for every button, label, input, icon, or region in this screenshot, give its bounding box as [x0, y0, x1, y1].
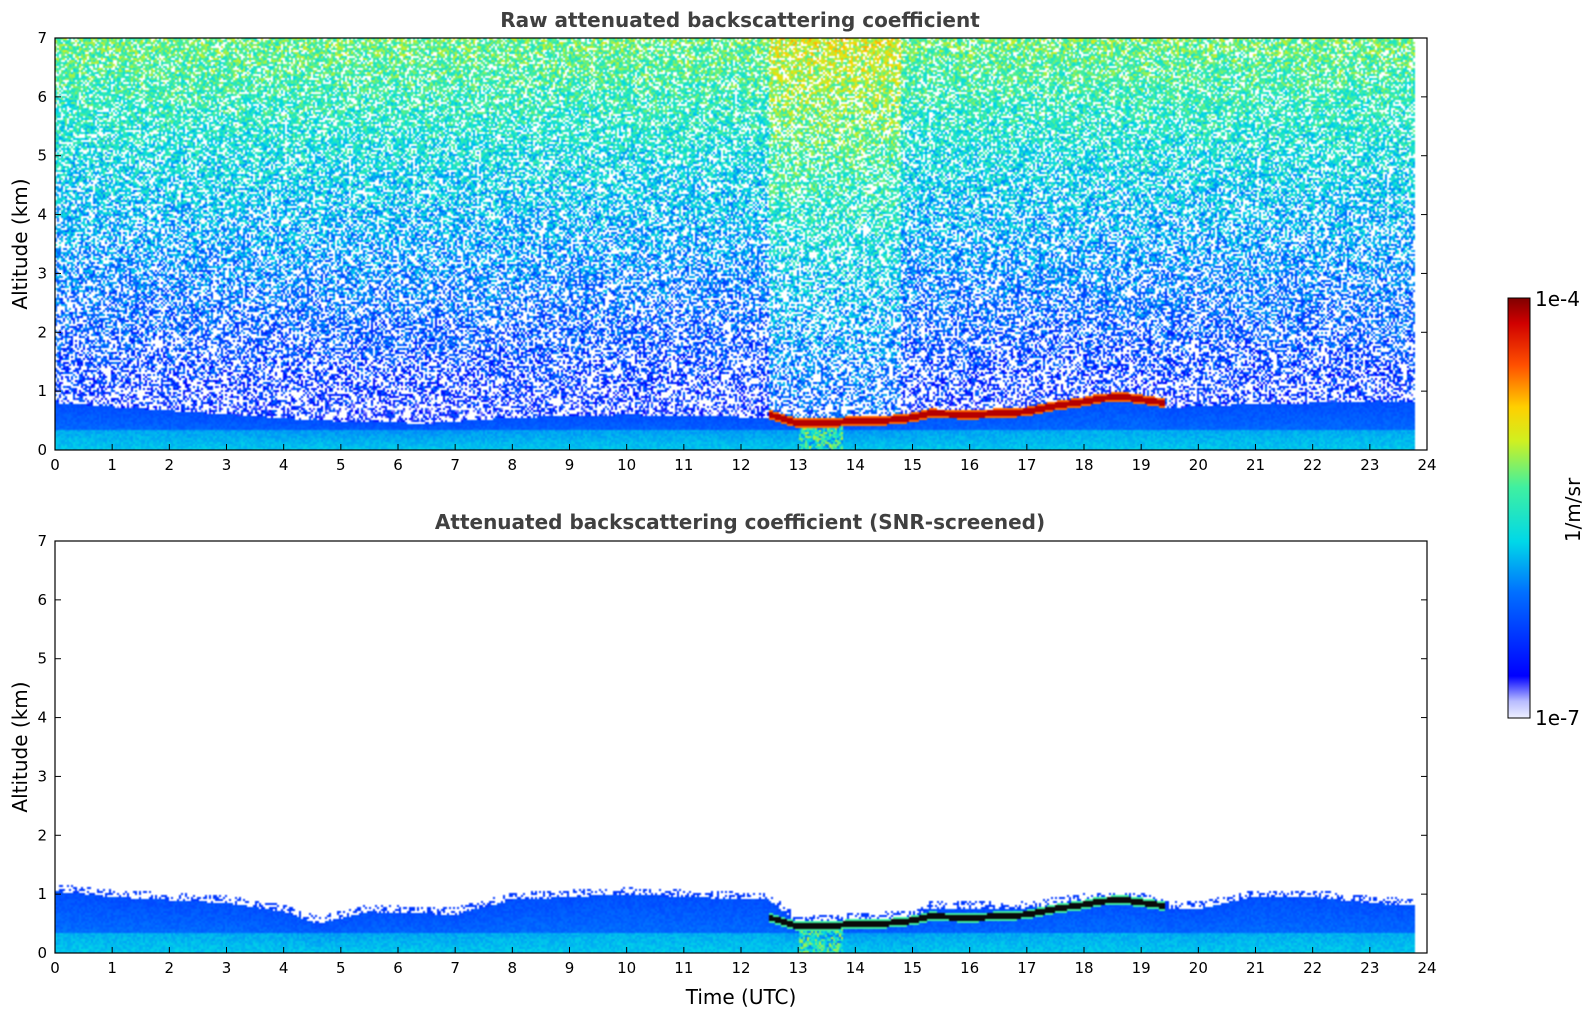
y-tick-label: 7: [37, 532, 47, 550]
panel-screened-axes: 0 1 2 3 4 5 6 7 8 9 10 11 12 13 14 15 16 17 18 19 20 21 22 23 24…: [37, 532, 1436, 977]
x-tick-label: 9: [565, 456, 575, 474]
x-tick-label: 0: [50, 456, 60, 474]
x-tick-label: 19: [1132, 456, 1151, 474]
x-tick-label: 7: [450, 959, 460, 977]
panel-screened-title: Attenuated backscattering coefficient (S…: [435, 510, 1045, 534]
colorbar-max-label: 1e-4: [1535, 287, 1580, 311]
y-tick-label: 0: [37, 441, 47, 459]
y-tick-label: 6: [37, 591, 47, 609]
x-tick-label: 23: [1360, 959, 1379, 977]
x-tick-label: 2: [165, 959, 175, 977]
panel-raw-axes: 0 1 2 3 4 5 6 7 8 9 10 11 12 13 14 15 16 17 18 19 20 21 22 23 24…: [37, 29, 1436, 474]
panel-screened: Attenuated backscattering coefficient (S…: [8, 510, 1437, 1009]
y-tick-label: 2: [37, 323, 47, 341]
x-tick-label: 15: [903, 959, 922, 977]
x-tick-label: 8: [508, 456, 518, 474]
x-tick-label: 11: [674, 959, 693, 977]
panel-screened-heatmap: [55, 541, 1427, 953]
y-tick-label: 1: [37, 382, 47, 400]
y-tick-label: 5: [37, 147, 47, 165]
colorbar: 1e-4 1e-7 1/m/sr: [1507, 287, 1585, 730]
panel-screened-xlabel: Time (UTC): [685, 985, 797, 1009]
x-tick-label: 1: [107, 959, 117, 977]
colorbar-gradient: [1507, 297, 1531, 719]
x-tick-label: 0: [50, 959, 60, 977]
x-tick-label: 5: [336, 959, 346, 977]
panel-raw-ylabel: Altitude (km): [8, 178, 32, 309]
x-tick-label: 23: [1360, 456, 1379, 474]
x-tick-label: 14: [846, 959, 865, 977]
x-tick-label: 10: [617, 456, 636, 474]
y-tick-label: 3: [37, 264, 47, 282]
x-tick-label: 7: [450, 456, 460, 474]
x-tick-label: 8: [508, 959, 518, 977]
y-tick-label: 3: [37, 767, 47, 785]
panel-raw-title: Raw attenuated backscattering coefficien…: [500, 8, 980, 32]
x-tick-label: 20: [1189, 959, 1208, 977]
y-tick-label: 6: [37, 88, 47, 106]
x-tick-label: 20: [1189, 456, 1208, 474]
x-tick-label: 12: [731, 456, 750, 474]
panel-raw: Raw attenuated backscattering coefficien…: [8, 8, 1437, 474]
x-tick-label: 14: [846, 456, 865, 474]
x-tick-label: 11: [674, 456, 693, 474]
y-tick-label: 4: [37, 709, 47, 727]
x-tick-label: 6: [393, 456, 403, 474]
x-tick-label: 13: [789, 456, 808, 474]
panel-raw-heatmap: [55, 38, 1427, 450]
x-tick-label: 17: [1017, 959, 1036, 977]
x-tick-label: 12: [731, 959, 750, 977]
colorbar-min-label: 1e-7: [1535, 706, 1580, 730]
x-tick-label: 2: [165, 456, 175, 474]
x-tick-label: 10: [617, 959, 636, 977]
x-tick-label: 22: [1303, 456, 1322, 474]
x-tick-label: 24: [1417, 456, 1436, 474]
y-tick-label: 4: [37, 206, 47, 224]
x-tick-label: 6: [393, 959, 403, 977]
x-tick-label: 4: [279, 959, 289, 977]
x-tick-label: 19: [1132, 959, 1151, 977]
x-tick-label: 18: [1074, 959, 1093, 977]
x-tick-label: 21: [1246, 959, 1265, 977]
x-tick-label: 15: [903, 456, 922, 474]
x-tick-label: 13: [789, 959, 808, 977]
x-tick-label: 24: [1417, 959, 1436, 977]
panel-screened-plot: [55, 541, 1427, 953]
x-tick-label: 17: [1017, 456, 1036, 474]
x-tick-label: 3: [222, 959, 232, 977]
x-tick-label: 9: [565, 959, 575, 977]
x-tick-label: 21: [1246, 456, 1265, 474]
panel-raw-plot: [55, 38, 1427, 450]
y-tick-label: 0: [37, 944, 47, 962]
colorbar-unit-label: 1/m/sr: [1561, 477, 1585, 542]
panel-screened-ylabel: Altitude (km): [8, 681, 32, 812]
x-tick-label: 3: [222, 456, 232, 474]
x-tick-label: 22: [1303, 959, 1322, 977]
y-tick-label: 7: [37, 29, 47, 47]
x-tick-label: 5: [336, 456, 346, 474]
x-tick-label: 4: [279, 456, 289, 474]
x-tick-label: 16: [960, 959, 979, 977]
x-tick-label: 1: [107, 456, 117, 474]
x-tick-label: 16: [960, 456, 979, 474]
x-tick-label: 18: [1074, 456, 1093, 474]
y-tick-label: 2: [37, 826, 47, 844]
y-tick-label: 1: [37, 885, 47, 903]
y-tick-label: 5: [37, 650, 47, 668]
